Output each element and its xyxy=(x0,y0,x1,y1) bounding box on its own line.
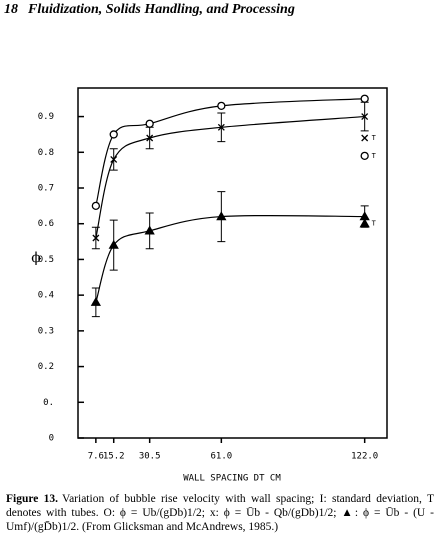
tube-annotation: T xyxy=(372,134,377,142)
cross-point xyxy=(92,234,100,242)
fit-curve xyxy=(95,98,365,207)
y-tick-label: 0.4 xyxy=(38,291,54,301)
circle-point xyxy=(109,130,118,139)
y-tick-label: 0. xyxy=(43,398,54,408)
x-axis-label: WALL SPACING DT CM xyxy=(183,474,281,484)
tube-annotation: T xyxy=(372,152,377,160)
circle-point xyxy=(360,94,369,103)
x-tick-label: 61.0 xyxy=(210,452,232,462)
y-tick-label: 0.9 xyxy=(38,112,54,122)
fit-curve xyxy=(95,214,365,303)
circle-point xyxy=(145,119,154,128)
plot-frame xyxy=(77,87,388,439)
circle-point xyxy=(360,151,369,161)
cross-point xyxy=(146,134,154,142)
x-tick-label: 122.0 xyxy=(351,452,378,462)
y-tick-label: 0.8 xyxy=(38,148,54,158)
page-number: 18 xyxy=(4,2,18,17)
y-axis-label: ϕ xyxy=(31,250,41,266)
y-tick-label: 0.6 xyxy=(38,219,54,229)
x-tick-label: 15.2 xyxy=(103,452,125,462)
book-title: Fluidization, Solids Handling, and Proce… xyxy=(28,2,295,17)
cross-point xyxy=(110,155,118,163)
circle-point xyxy=(217,101,226,111)
caption: Figure 13. Variation of bubble rise veloc… xyxy=(6,492,434,534)
y-tick-label: 0.3 xyxy=(38,326,54,336)
x-tick-label: 30.5 xyxy=(139,452,161,462)
caption-label: Figure 13. xyxy=(6,493,59,505)
y-tick-label: 0.2 xyxy=(38,362,54,372)
tube-annotation: T xyxy=(372,220,377,228)
triangle-point xyxy=(144,225,155,235)
x-tick-label: 7.6 xyxy=(88,452,104,462)
chart: ϕ WALL SPACING DT CM 0 0. 0.2 0.3 0.4 0.5 0.6 0… xyxy=(31,87,388,484)
cross-point xyxy=(217,123,225,131)
cross-point xyxy=(361,134,369,142)
triangle-point xyxy=(108,239,119,249)
caption-text: Variation of bubble rise velocity with w… xyxy=(6,493,435,533)
y-tick-label: 0 xyxy=(49,434,54,444)
fit-curve xyxy=(95,115,365,239)
y-tick-label: 0.7 xyxy=(38,184,54,194)
y-tick-label: 0.5 xyxy=(38,255,54,265)
triangle-point xyxy=(359,218,370,228)
triangle-point xyxy=(90,296,101,306)
cross-point xyxy=(361,113,369,121)
circle-point xyxy=(91,201,101,211)
triangle-point xyxy=(216,211,227,221)
running-head: 18 Fluidization, Solids Handling, and Pro… xyxy=(4,2,305,18)
